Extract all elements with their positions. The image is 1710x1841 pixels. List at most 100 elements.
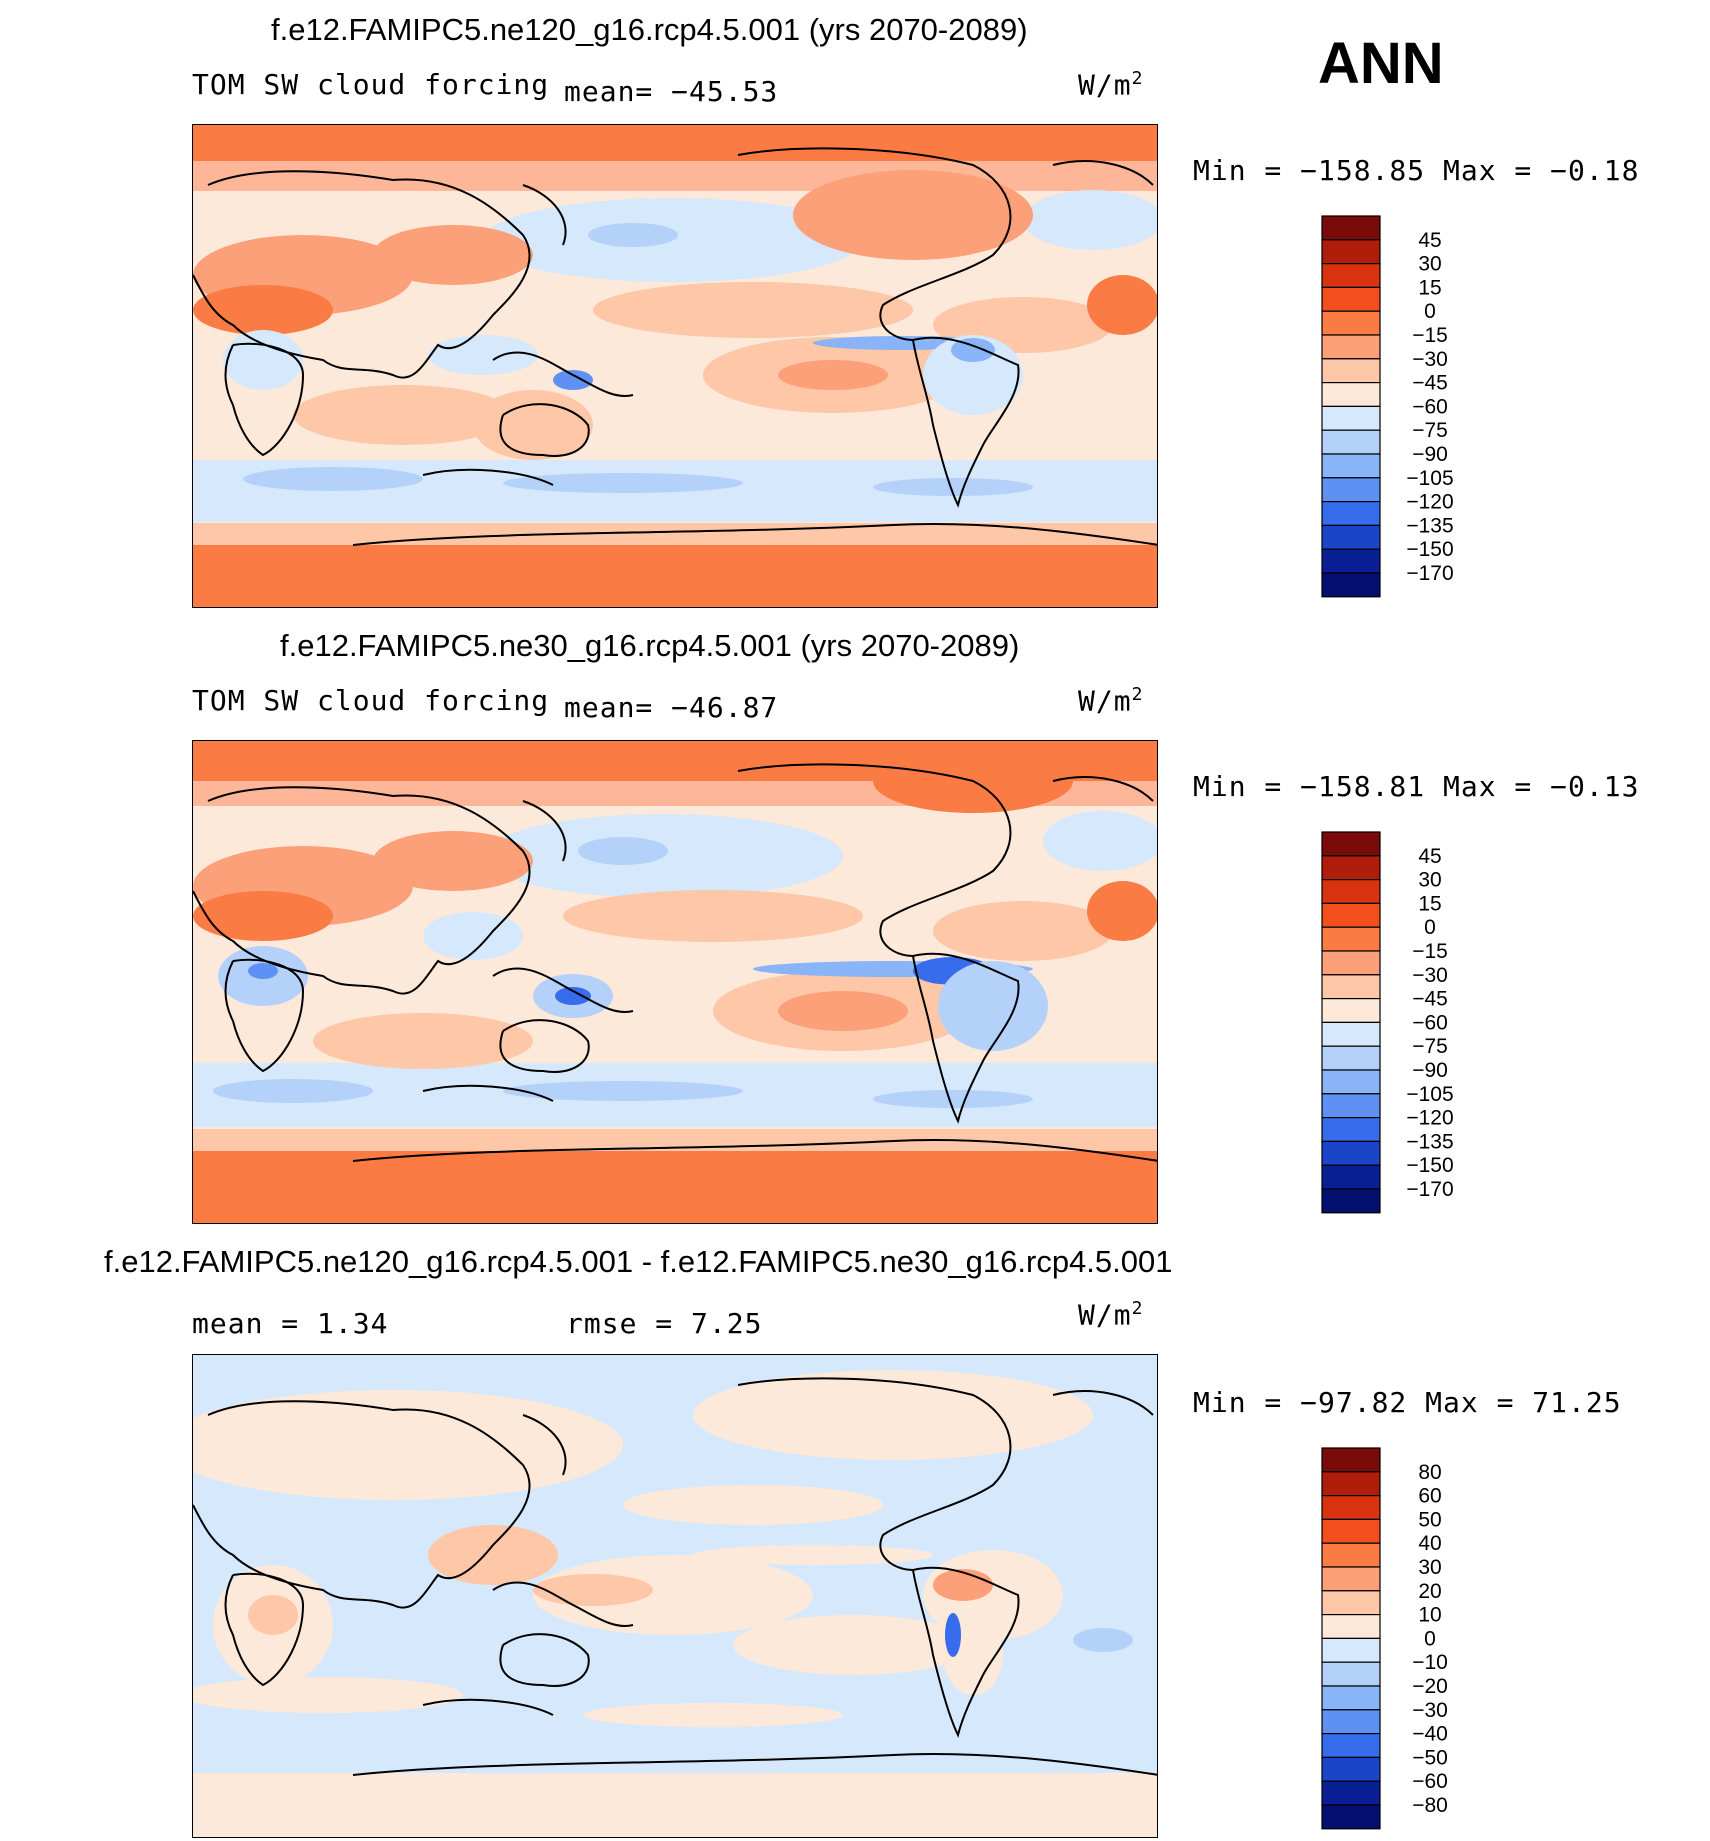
panel2-units: W/m2 (1078, 684, 1144, 718)
colorbar-cell (1321, 1566, 1381, 1592)
panel3-title: f.e12.FAMIPC5.ne120_g16.rcp4.5.001 - f.e… (104, 1244, 1173, 1279)
colorbar-tick-label: −15 (1412, 324, 1448, 347)
colorbar-cell (1321, 1471, 1381, 1497)
colorbar-cell (1321, 286, 1381, 312)
panel3-map-svg (193, 1355, 1157, 1837)
colorbar-cell (1321, 239, 1381, 265)
colorbar-cell (1321, 974, 1381, 1000)
colorbar-tick-label: −40 (1412, 1723, 1448, 1746)
panel3-rmse: rmse = 7.25 (566, 1307, 763, 1340)
colorbar-tick-label: −60 (1412, 395, 1448, 418)
colorbar-cell (1321, 334, 1381, 360)
colorbar-cell (1321, 1518, 1381, 1544)
colorbar-tick-label: −20 (1412, 1675, 1448, 1698)
colorbar-tick-label: −135 (1406, 1130, 1453, 1153)
colorbar-tick-label: 0 (1424, 1627, 1436, 1650)
colorbar-cell (1321, 1733, 1381, 1759)
colorbar-tick-label: 20 (1418, 1580, 1441, 1603)
panel1-title: f.e12.FAMIPC5.ne120_g16.rcp4.5.001 (yrs … (271, 12, 1028, 47)
colorbar-cell (1321, 1188, 1381, 1214)
colorbar-tick-label: −135 (1406, 514, 1453, 537)
colorbar-cell (1321, 1021, 1381, 1047)
colorbar-tick-label: −75 (1412, 1035, 1448, 1058)
panel3-map (192, 1354, 1158, 1838)
colorbar-tick-label: 30 (1418, 1556, 1441, 1579)
colorbar-cell (1321, 215, 1381, 241)
colorbar-tick-label: 80 (1418, 1461, 1441, 1484)
colorbar-cell (1321, 501, 1381, 527)
colorbar-cell (1321, 1804, 1381, 1830)
colorbar-tick-label: −15 (1412, 940, 1448, 963)
colorbar-cell (1321, 855, 1381, 881)
colorbar-tick-label: −90 (1412, 443, 1448, 466)
colorbar-tick-label: −10 (1412, 1651, 1448, 1674)
panel2-title: f.e12.FAMIPC5.ne30_g16.rcp4.5.001 (yrs 2… (280, 628, 1020, 663)
colorbar-cell (1321, 453, 1381, 479)
panel3-units: W/m2 (1078, 1298, 1144, 1332)
colorbar-cell (1321, 1614, 1381, 1640)
colorbar-tick-label: −45 (1412, 988, 1448, 1011)
colorbar-tick-label: −30 (1412, 1699, 1448, 1722)
colorbar-cell (1321, 926, 1381, 952)
panel1-map-svg (193, 125, 1157, 607)
colorbar-tick-label: 30 (1418, 869, 1441, 892)
panel1-map (192, 124, 1158, 608)
colorbar-tick-label: 45 (1418, 229, 1441, 252)
panel2-mean: mean= −46.87 (564, 691, 779, 724)
colorbar-cell (1321, 1756, 1381, 1782)
colorbar-tick-label: −150 (1406, 1154, 1453, 1177)
colorbar-cell (1321, 1494, 1381, 1520)
colorbar-tick-label: −120 (1406, 491, 1453, 514)
season-label: ANN (1318, 31, 1444, 96)
panel2-colorbar: 4530150−15−30−45−60−75−90−105−120−135−15… (1321, 831, 1454, 1214)
panel1-units: W/m2 (1078, 68, 1144, 102)
colorbar-tick-label: −150 (1406, 538, 1453, 561)
colorbar-cell (1321, 477, 1381, 503)
colorbar-tick-label: −60 (1412, 1011, 1448, 1034)
colorbar-cell (1321, 1590, 1381, 1616)
colorbar-cell (1321, 310, 1381, 336)
colorbar-cell (1321, 1140, 1381, 1166)
colorbar-cell (1321, 382, 1381, 408)
colorbar-tick-label: −80 (1412, 1794, 1448, 1817)
colorbar-cell (1321, 524, 1381, 550)
panel3-minmax: Min = −97.82 Max = 71.25 (1193, 1386, 1622, 1419)
colorbar-cell (1321, 1447, 1381, 1473)
colorbar-tick-label: 15 (1418, 892, 1441, 915)
colorbar-tick-label: −60 (1412, 1770, 1448, 1793)
panel2-minmax: Min = −158.81 Max = −0.13 (1193, 770, 1640, 803)
colorbar-tick-label: 0 (1424, 300, 1436, 323)
colorbar-cell (1321, 572, 1381, 598)
panel3-mean: mean = 1.34 (192, 1307, 389, 1340)
colorbar-cell (1321, 358, 1381, 384)
panel1-mean: mean= −45.53 (564, 75, 779, 108)
colorbar-cell (1321, 1661, 1381, 1687)
colorbar-tick-label: −170 (1406, 1178, 1453, 1201)
colorbar-cell (1321, 878, 1381, 904)
colorbar-cell (1321, 548, 1381, 574)
colorbar-tick-label: 30 (1418, 253, 1441, 276)
colorbar-cell (1321, 1542, 1381, 1568)
colorbar-tick-label: 45 (1418, 845, 1441, 868)
panel2-variable: TOM SW cloud forcing (192, 684, 550, 717)
colorbar-tick-label: 60 (1418, 1485, 1441, 1508)
colorbar-tick-label: −105 (1406, 1083, 1453, 1106)
colorbar-cell (1321, 998, 1381, 1024)
colorbar-tick-label: −120 (1406, 1107, 1453, 1130)
panel1-minmax: Min = −158.85 Max = −0.18 (1193, 154, 1640, 187)
colorbar-tick-label: −75 (1412, 419, 1448, 442)
colorbar-tick-label: −45 (1412, 372, 1448, 395)
colorbar-tick-label: 15 (1418, 276, 1441, 299)
panel2-map (192, 740, 1158, 1224)
colorbar-tick-label: −170 (1406, 562, 1453, 585)
panel1-colorbar: 4530150−15−30−45−60−75−90−105−120−135−15… (1321, 215, 1454, 598)
colorbar-cell (1321, 262, 1381, 288)
colorbar-cell (1321, 1093, 1381, 1119)
colorbar-cell (1321, 405, 1381, 431)
colorbar-cell (1321, 1709, 1381, 1735)
colorbar-tick-label: 10 (1418, 1604, 1441, 1627)
colorbar-tick-label: 50 (1418, 1508, 1441, 1531)
colorbar-cell (1321, 1045, 1381, 1071)
colorbar-tick-label: −90 (1412, 1059, 1448, 1082)
